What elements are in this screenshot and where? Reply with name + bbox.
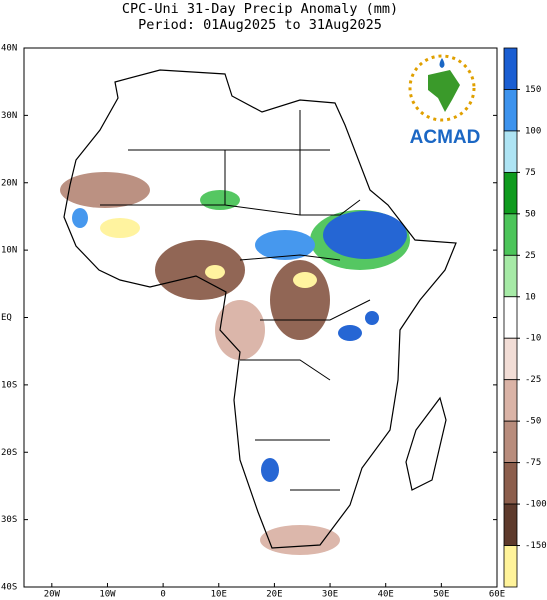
colorbar-segment bbox=[503, 503, 518, 546]
lon-label: 10W bbox=[99, 590, 116, 600]
colorbar-label: 150 bbox=[525, 85, 541, 95]
anomaly-area bbox=[365, 311, 379, 325]
country-borders bbox=[100, 110, 371, 491]
colorbar-label: 75 bbox=[525, 168, 536, 178]
lon-label: 40E bbox=[378, 590, 394, 600]
lon-label: 30E bbox=[322, 590, 338, 600]
anomaly-shading bbox=[60, 172, 410, 555]
anomaly-area bbox=[255, 230, 315, 260]
anomaly-area bbox=[100, 218, 140, 238]
colorbar-label: 10 bbox=[525, 292, 536, 302]
colorbar-segment bbox=[503, 462, 518, 505]
logo-text: ACMAD bbox=[410, 127, 481, 148]
colorbar-label: 50 bbox=[525, 209, 536, 219]
lon-label: 0 bbox=[160, 590, 165, 600]
lat-label: 10S bbox=[1, 380, 17, 390]
lat-label: EQ bbox=[1, 313, 12, 323]
lon-label: 20W bbox=[44, 590, 61, 600]
colorbar-label: 25 bbox=[525, 251, 536, 261]
lon-label: 10E bbox=[211, 590, 227, 600]
anomaly-area bbox=[205, 265, 225, 279]
lat-label: 10N bbox=[1, 246, 17, 256]
colorbar-segment bbox=[503, 379, 518, 422]
title: CPC-Uni 31-Day Precip Anomaly (mm) bbox=[122, 1, 398, 17]
coastline bbox=[63, 69, 457, 549]
map-area bbox=[23, 47, 498, 588]
lat-label: 40S bbox=[1, 583, 17, 593]
colorbar-segment bbox=[503, 337, 518, 381]
colorbar-segment bbox=[503, 171, 518, 215]
colorbar-label: -100 bbox=[525, 500, 547, 510]
acmad-logo: ACMAD bbox=[408, 54, 481, 148]
colorbar-segment bbox=[503, 545, 518, 588]
logo-africa bbox=[428, 70, 460, 112]
colorbar-segment bbox=[503, 296, 518, 339]
anomaly-area bbox=[60, 172, 150, 208]
lat-label: 20S bbox=[1, 448, 17, 458]
anomaly-area bbox=[200, 190, 240, 210]
colorbar-segment bbox=[503, 47, 518, 90]
anomaly-area bbox=[338, 325, 362, 341]
colorbar-label: -150 bbox=[525, 541, 547, 551]
lon-label: 60E bbox=[489, 590, 505, 600]
anomaly-area bbox=[72, 208, 88, 228]
anomaly-area bbox=[215, 300, 265, 360]
anomaly-area bbox=[260, 525, 340, 555]
colorbar-label: -75 bbox=[525, 458, 541, 468]
colorbar-segment bbox=[503, 213, 518, 256]
colorbar-segment bbox=[503, 254, 518, 298]
colorbar-segment bbox=[503, 130, 518, 173]
logo-drop bbox=[439, 58, 445, 68]
colorbar-label: -10 bbox=[525, 334, 541, 344]
lat-label: 20N bbox=[1, 178, 17, 188]
colorbar-label: 100 bbox=[525, 126, 541, 136]
logo-ring bbox=[408, 54, 476, 122]
lon-label: 50E bbox=[433, 590, 449, 600]
colorbar: 150 100 75 50 25 10 -10 -25 -50 -75 -100 -150 bbox=[503, 47, 547, 588]
colorbar-label: -25 bbox=[525, 375, 541, 385]
lat-label: 30S bbox=[1, 515, 17, 525]
anomaly-area bbox=[155, 240, 245, 300]
colorbar-segment bbox=[503, 420, 518, 464]
madagascar-coastline bbox=[405, 396, 447, 491]
lat-label: 30N bbox=[1, 111, 17, 121]
subtitle: Period: 01Aug2025 to 31Aug2025 bbox=[138, 17, 382, 33]
anomaly-area bbox=[261, 458, 279, 482]
anomaly-area bbox=[293, 272, 317, 288]
lon-label: 20E bbox=[266, 590, 282, 600]
colorbar-segment bbox=[503, 89, 518, 132]
lat-label: 40N bbox=[1, 44, 17, 54]
anomaly-area bbox=[323, 211, 407, 259]
colorbar-label: -50 bbox=[525, 417, 541, 427]
anomaly-area bbox=[270, 260, 330, 340]
